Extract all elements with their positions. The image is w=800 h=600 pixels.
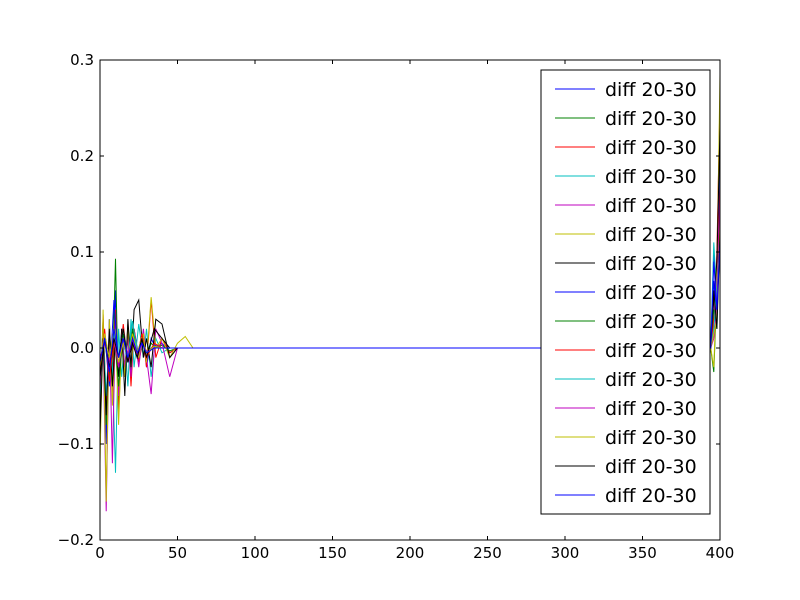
legend-entry: diff 20-30 [605, 282, 697, 304]
legend-entry: diff 20-30 [605, 79, 697, 101]
legend-entry: diff 20-30 [605, 108, 697, 130]
legend-entry: diff 20-30 [605, 311, 697, 333]
legend-entry: diff 20-30 [605, 340, 697, 362]
legend-entry: diff 20-30 [605, 398, 697, 420]
legend-entry: diff 20-30 [605, 427, 697, 449]
y-tick-label: −0.2 [58, 531, 94, 549]
x-tick-label: 100 [241, 544, 270, 562]
x-tick-label: 150 [318, 544, 347, 562]
legend-entry: diff 20-30 [605, 166, 697, 188]
axis-ticks: 0 50 100 150 200 250 300 350 400 −0.2 −0.1 0.0 0.1 0.… [58, 51, 735, 562]
y-tick-label: 0.1 [70, 243, 94, 261]
legend-entry: diff 20-30 [605, 253, 697, 275]
legend-entry: diff 20-30 [605, 195, 697, 217]
x-tick-label: 400 [706, 544, 735, 562]
x-tick-label: 250 [473, 544, 502, 562]
legend-entry: diff 20-30 [605, 456, 697, 478]
y-tick-label: 0.2 [70, 147, 94, 165]
y-tick-label: −0.1 [58, 435, 94, 453]
y-tick-label: 0.0 [70, 339, 94, 357]
x-tick-label: 0 [95, 544, 105, 562]
legend: diff 20-30 diff 20-30 diff 20-30 diff 20-30… [540, 69, 711, 515]
y-tick-label: 0.3 [70, 51, 94, 69]
legend-entry: diff 20-30 [605, 137, 697, 159]
legend-entry: diff 20-30 [605, 485, 697, 507]
x-tick-label: 350 [628, 544, 657, 562]
x-tick-label: 200 [396, 544, 425, 562]
legend-entry: diff 20-30 [605, 369, 697, 391]
x-tick-label: 300 [551, 544, 580, 562]
legend-entry: diff 20-30 [605, 224, 697, 246]
x-tick-label: 50 [168, 544, 187, 562]
